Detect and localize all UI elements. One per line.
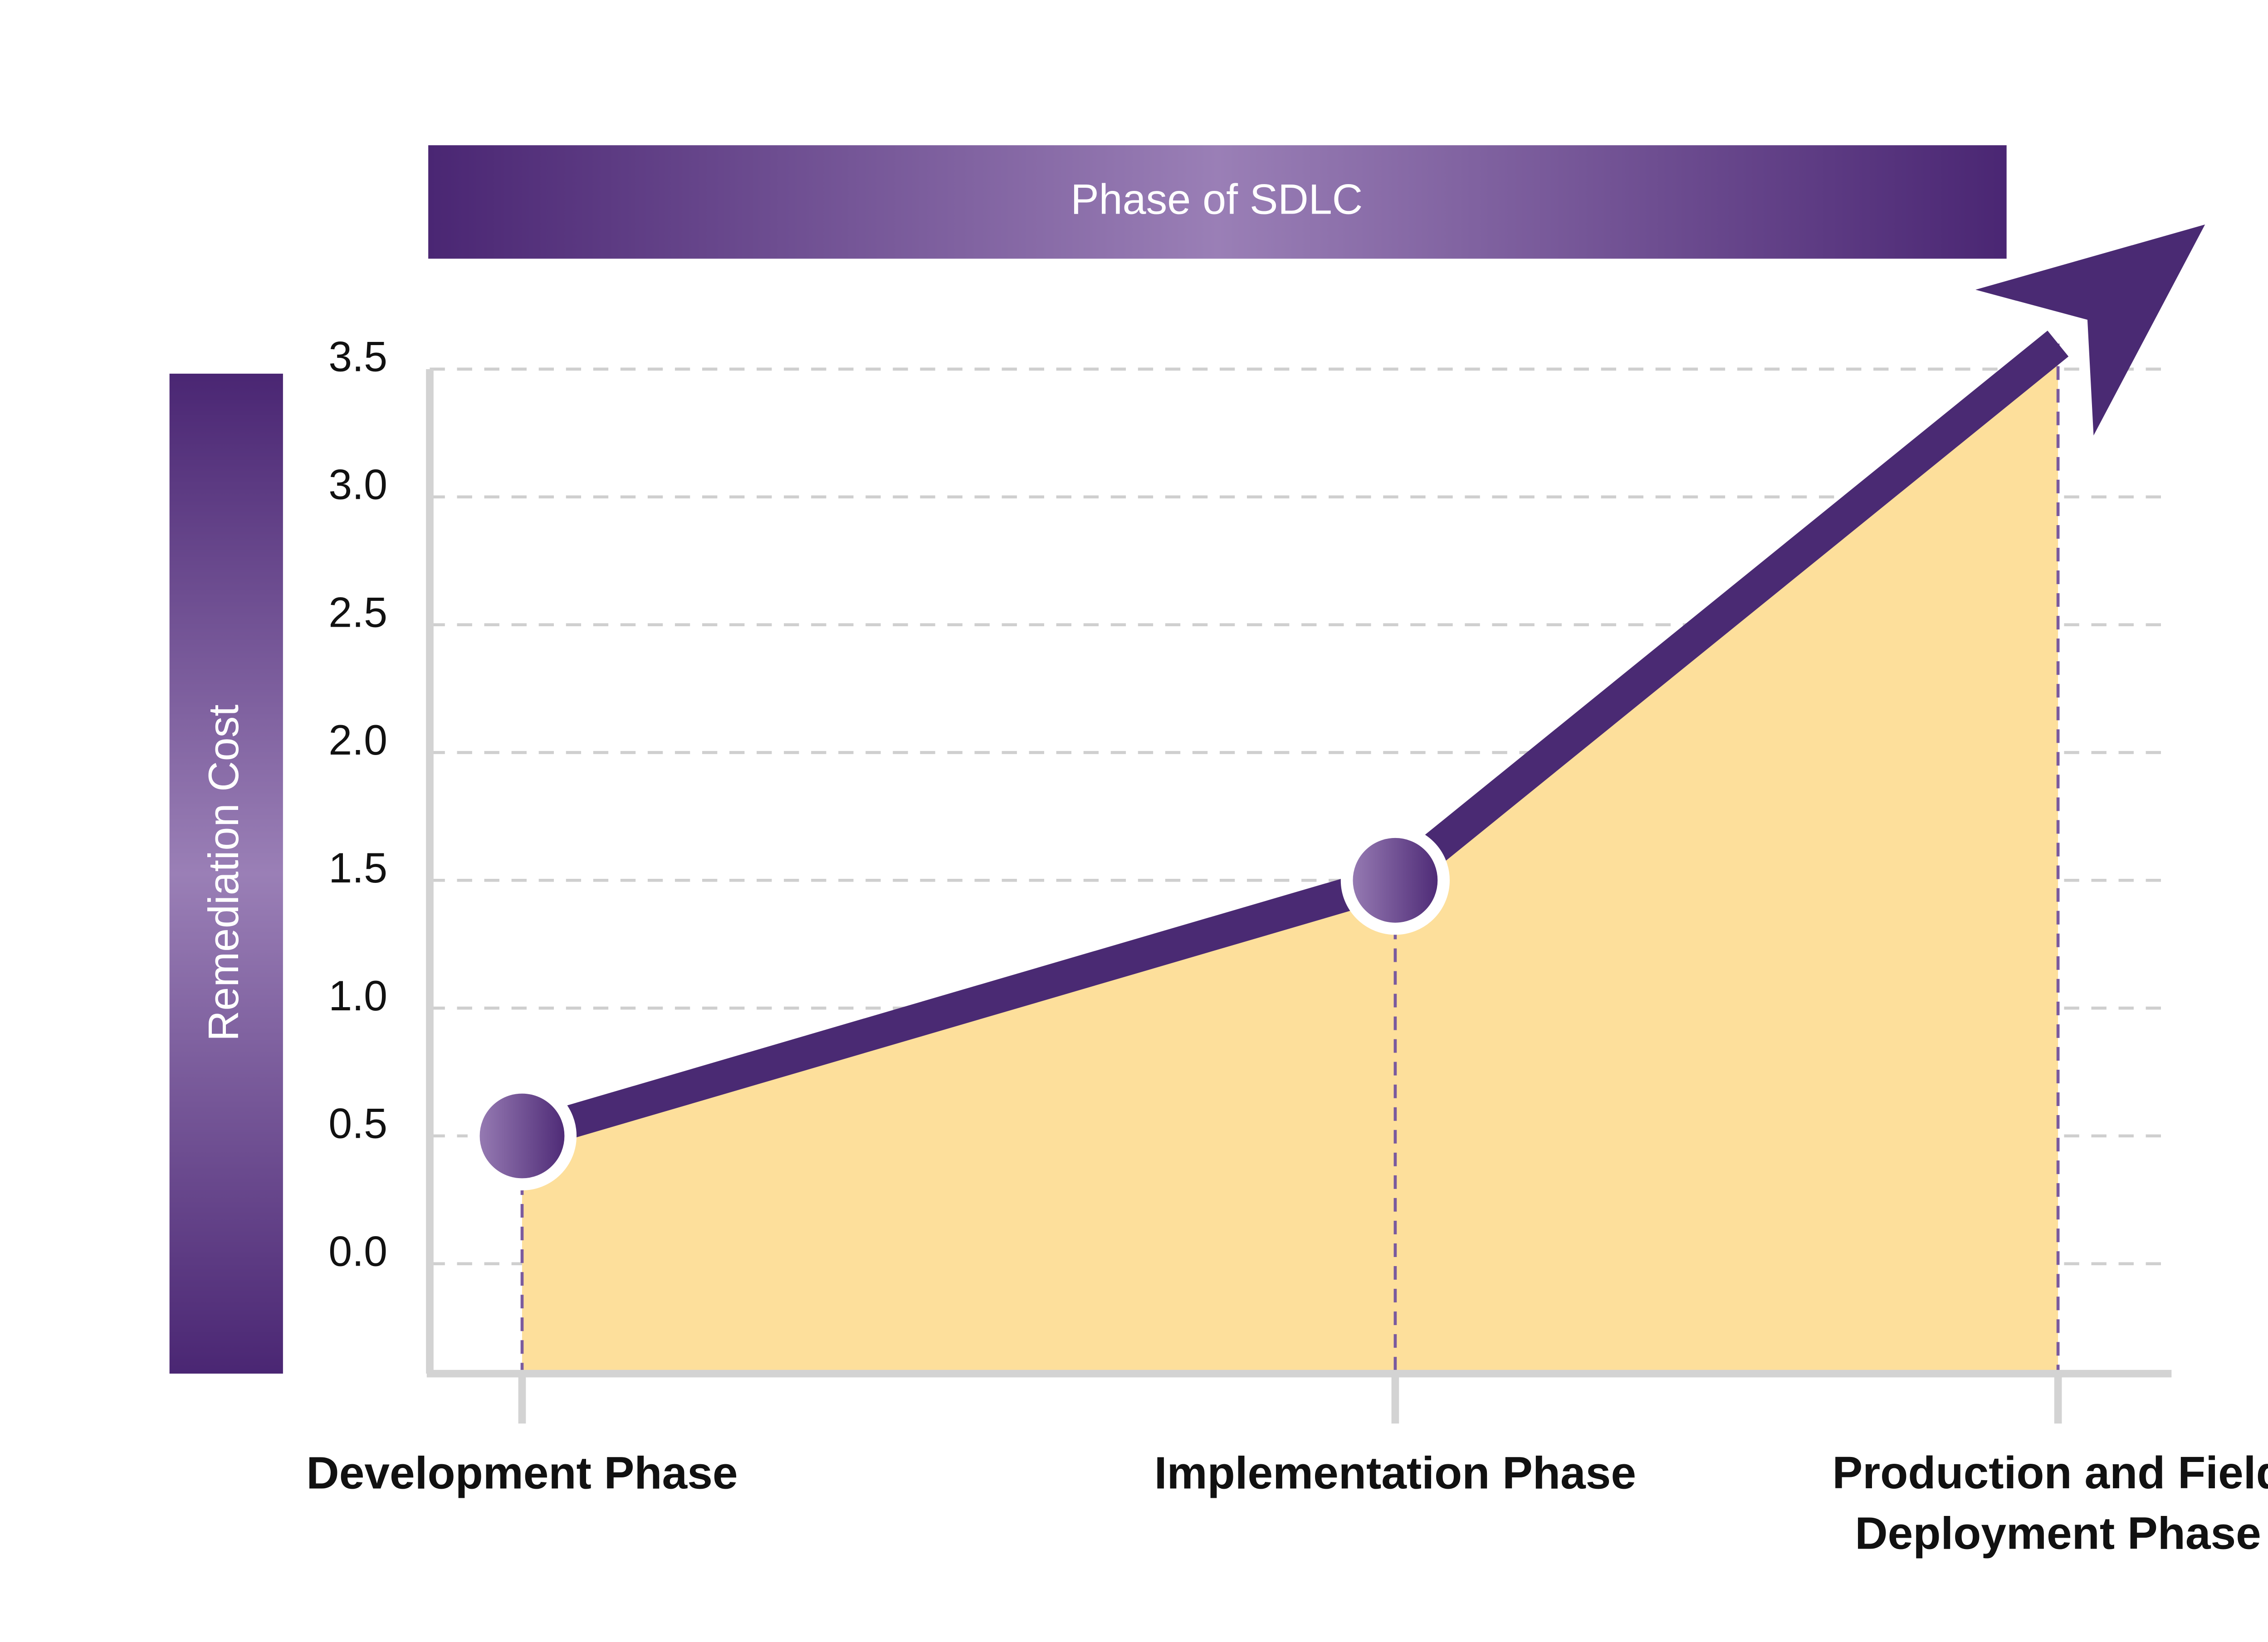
x-tick-label: Development Phase: [306, 1447, 738, 1498]
point: [1340, 826, 1450, 935]
x-tick-label-line: Production and Field: [1833, 1447, 2268, 1498]
arrowhead: [1975, 224, 2205, 436]
y-tick-label: 2.5: [328, 588, 387, 636]
x-tick-label-line: Deployment Phase: [1855, 1508, 2261, 1559]
x-tick-label: Implementation Phase: [1154, 1447, 1636, 1498]
x-tick-label: Production and Field Deployment Phase: [1833, 1447, 2268, 1559]
y-tick-label: 3.5: [328, 333, 387, 380]
y-tick-label: 0.5: [328, 1100, 387, 1147]
point: [467, 1081, 577, 1191]
area: [522, 343, 2058, 1374]
y-tick-label: 0.0: [328, 1227, 387, 1275]
y-axis-title: Remediation Cost: [200, 705, 247, 1041]
y-label-banner: [169, 374, 283, 1374]
y-tick-label: 1.5: [328, 844, 387, 892]
chart-title: Phase of SDLC: [1070, 175, 1363, 223]
y-tick-label: 1.0: [328, 972, 387, 1019]
y-tick-label: 3.0: [328, 460, 387, 508]
y-tick-label: 2.0: [328, 716, 387, 764]
title-banner: [428, 145, 2007, 259]
